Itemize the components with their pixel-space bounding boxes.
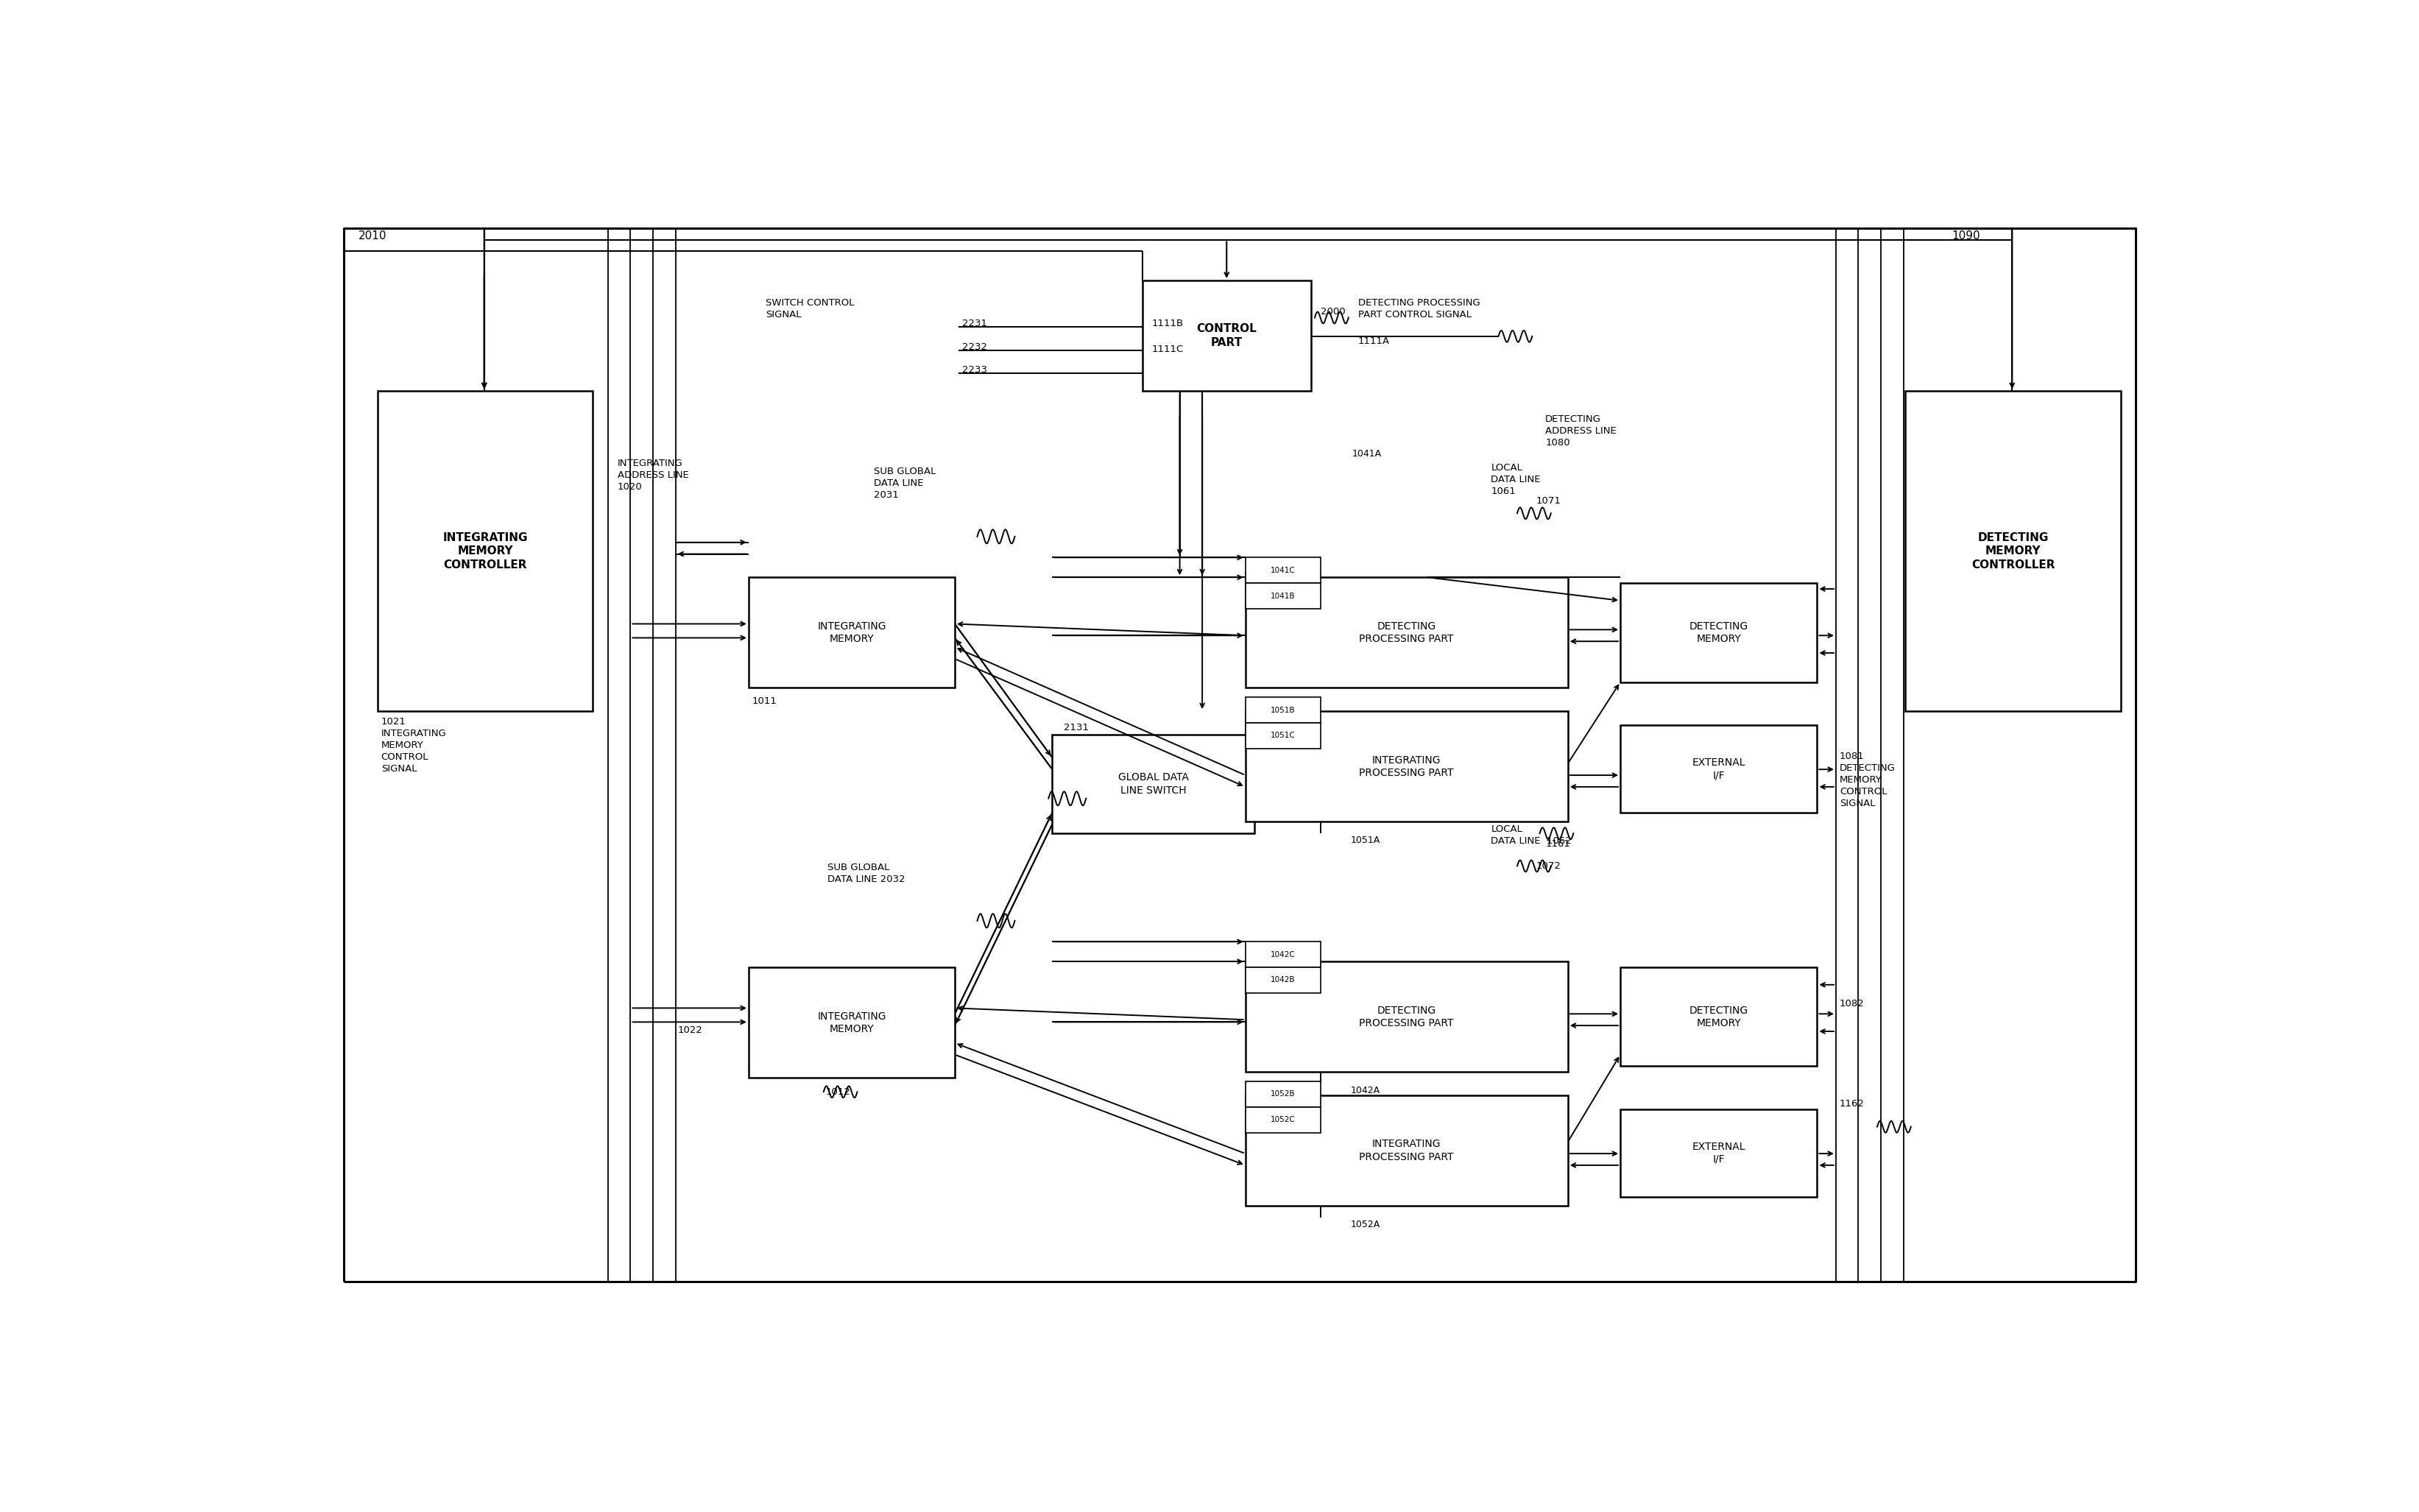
- Text: 2232: 2232: [963, 342, 987, 352]
- Bar: [1142, 280, 1311, 392]
- Bar: [747, 578, 956, 688]
- Text: INTEGRATING
PROCESSING PART: INTEGRATING PROCESSING PART: [1359, 1139, 1454, 1163]
- Bar: [1246, 711, 1568, 823]
- Text: LOCAL
DATA LINE
1061: LOCAL DATA LINE 1061: [1490, 463, 1541, 496]
- Bar: [1246, 578, 1568, 688]
- Text: DETECTING
PROCESSING PART: DETECTING PROCESSING PART: [1359, 1005, 1454, 1028]
- Text: 1052B: 1052B: [1270, 1090, 1294, 1098]
- Text: 2231: 2231: [963, 319, 987, 328]
- Text: 2000: 2000: [1321, 307, 1345, 316]
- Bar: [1621, 968, 1817, 1066]
- Text: 1012: 1012: [825, 1087, 851, 1096]
- Text: 1051B: 1051B: [1270, 706, 1294, 714]
- Text: INTEGRATING
PROCESSING PART: INTEGRATING PROCESSING PART: [1359, 754, 1454, 779]
- Bar: [1052, 735, 1255, 833]
- Text: 1111B: 1111B: [1151, 319, 1183, 328]
- Bar: [1621, 726, 1817, 812]
- Text: EXTERNAL
I/F: EXTERNAL I/F: [1691, 1142, 1747, 1164]
- Bar: [377, 392, 593, 711]
- Text: DETECTING
MEMORY: DETECTING MEMORY: [1688, 621, 1749, 644]
- Text: 1041C: 1041C: [1270, 567, 1294, 575]
- Text: 1022: 1022: [677, 1025, 702, 1036]
- Bar: [1246, 968, 1321, 993]
- Text: INTEGRATING
MEMORY: INTEGRATING MEMORY: [818, 621, 885, 644]
- Bar: [747, 968, 956, 1078]
- Text: 1041A: 1041A: [1352, 449, 1381, 458]
- Text: INTEGRATING
MEMORY
CONTROLLER: INTEGRATING MEMORY CONTROLLER: [443, 532, 527, 570]
- Text: DETECTING
MEMORY
CONTROLLER: DETECTING MEMORY CONTROLLER: [1971, 532, 2054, 570]
- Text: 1162: 1162: [1841, 1099, 1865, 1108]
- Text: 2010: 2010: [358, 230, 387, 242]
- Text: DETECTING PROCESSING
PART CONTROL SIGNAL: DETECTING PROCESSING PART CONTROL SIGNAL: [1357, 298, 1480, 319]
- Text: INTEGRATING
ADDRESS LINE
1020: INTEGRATING ADDRESS LINE 1020: [617, 458, 689, 491]
- Text: 1081
DETECTING
MEMORY
CONTROL
SIGNAL: 1081 DETECTING MEMORY CONTROL SIGNAL: [1841, 751, 1896, 809]
- Bar: [1246, 1081, 1321, 1107]
- Bar: [1246, 1095, 1568, 1207]
- Text: 1052C: 1052C: [1270, 1116, 1294, 1123]
- Bar: [1246, 1107, 1321, 1132]
- Text: 1111A: 1111A: [1357, 336, 1389, 346]
- Text: 1042C: 1042C: [1270, 951, 1294, 959]
- Text: GLOBAL DATA
LINE SWITCH: GLOBAL DATA LINE SWITCH: [1118, 773, 1188, 795]
- Bar: [1246, 942, 1321, 968]
- Text: 1011: 1011: [752, 696, 776, 706]
- Text: 1021
INTEGRATING
MEMORY
CONTROL
SIGNAL: 1021 INTEGRATING MEMORY CONTROL SIGNAL: [382, 717, 448, 774]
- Text: DETECTING
ADDRESS LINE
1080: DETECTING ADDRESS LINE 1080: [1546, 414, 1616, 448]
- Text: DETECTING
MEMORY: DETECTING MEMORY: [1688, 1005, 1749, 1028]
- Bar: [1246, 697, 1321, 723]
- Bar: [1246, 962, 1568, 1072]
- Text: 1072: 1072: [1536, 862, 1560, 871]
- Text: 1051C: 1051C: [1270, 732, 1294, 739]
- Bar: [1246, 584, 1321, 609]
- Bar: [1906, 392, 2121, 711]
- Text: 2233: 2233: [963, 366, 987, 375]
- Text: 1052A: 1052A: [1350, 1220, 1379, 1229]
- Text: 1111C: 1111C: [1151, 345, 1183, 354]
- Text: 1041B: 1041B: [1270, 593, 1294, 600]
- Text: 1082: 1082: [1841, 999, 1865, 1009]
- Text: 1090: 1090: [1952, 230, 1981, 242]
- Text: LOCAL
DATA LINE  1062: LOCAL DATA LINE 1062: [1490, 824, 1572, 845]
- Bar: [1621, 1110, 1817, 1196]
- Text: CONTROL
PART: CONTROL PART: [1197, 324, 1258, 348]
- Text: SWITCH CONTROL
SIGNAL: SWITCH CONTROL SIGNAL: [764, 298, 854, 319]
- Bar: [1621, 584, 1817, 682]
- Bar: [1246, 723, 1321, 748]
- Text: SUB GLOBAL
DATA LINE 2032: SUB GLOBAL DATA LINE 2032: [827, 862, 905, 885]
- Text: EXTERNAL
I/F: EXTERNAL I/F: [1691, 758, 1747, 780]
- Text: INTEGRATING
MEMORY: INTEGRATING MEMORY: [818, 1012, 885, 1034]
- Text: 1042B: 1042B: [1270, 977, 1294, 984]
- Text: 1161: 1161: [1546, 839, 1570, 848]
- Text: SUB GLOBAL
DATA LINE
2031: SUB GLOBAL DATA LINE 2031: [873, 467, 936, 500]
- Text: 2131: 2131: [1064, 723, 1089, 732]
- Text: 1051A: 1051A: [1350, 836, 1379, 845]
- Bar: [1246, 558, 1321, 584]
- Text: DETECTING
PROCESSING PART: DETECTING PROCESSING PART: [1359, 621, 1454, 644]
- Text: 1042A: 1042A: [1350, 1086, 1379, 1096]
- Text: 1071: 1071: [1536, 496, 1560, 505]
